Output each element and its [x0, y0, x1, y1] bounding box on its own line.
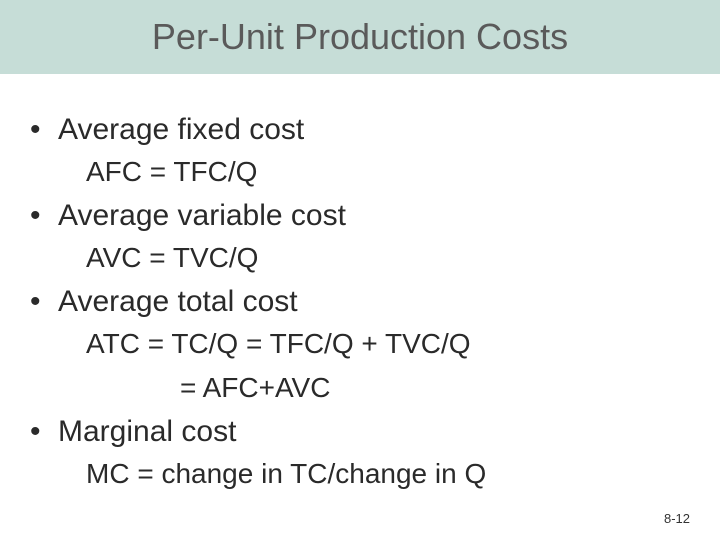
bullet-icon: •	[30, 196, 58, 236]
bullet-icon: •	[30, 282, 58, 322]
page-title: Per-Unit Production Costs	[152, 16, 568, 58]
item-label: Average fixed cost	[58, 110, 304, 150]
item-formula: MC = change in TC/change in Q	[30, 454, 690, 494]
list-item: • Average total cost	[30, 282, 690, 322]
item-label: Average total cost	[58, 282, 298, 322]
title-bar: Per-Unit Production Costs	[0, 0, 720, 74]
item-label: Average variable cost	[58, 196, 346, 236]
bullet-icon: •	[30, 110, 58, 150]
item-formula: AVC = TVC/Q	[30, 238, 690, 278]
content-area: • Average fixed cost AFC = TFC/Q • Avera…	[0, 74, 720, 494]
item-label: Marginal cost	[58, 412, 236, 452]
item-formula-cont: = AFC+AVC	[30, 368, 690, 408]
list-item: • Marginal cost	[30, 412, 690, 452]
item-formula: AFC = TFC/Q	[30, 152, 690, 192]
bullet-icon: •	[30, 412, 58, 452]
list-item: • Average fixed cost	[30, 110, 690, 150]
page-number: 8-12	[664, 511, 690, 526]
list-item: • Average variable cost	[30, 196, 690, 236]
item-formula: ATC = TC/Q = TFC/Q + TVC/Q	[30, 324, 690, 364]
